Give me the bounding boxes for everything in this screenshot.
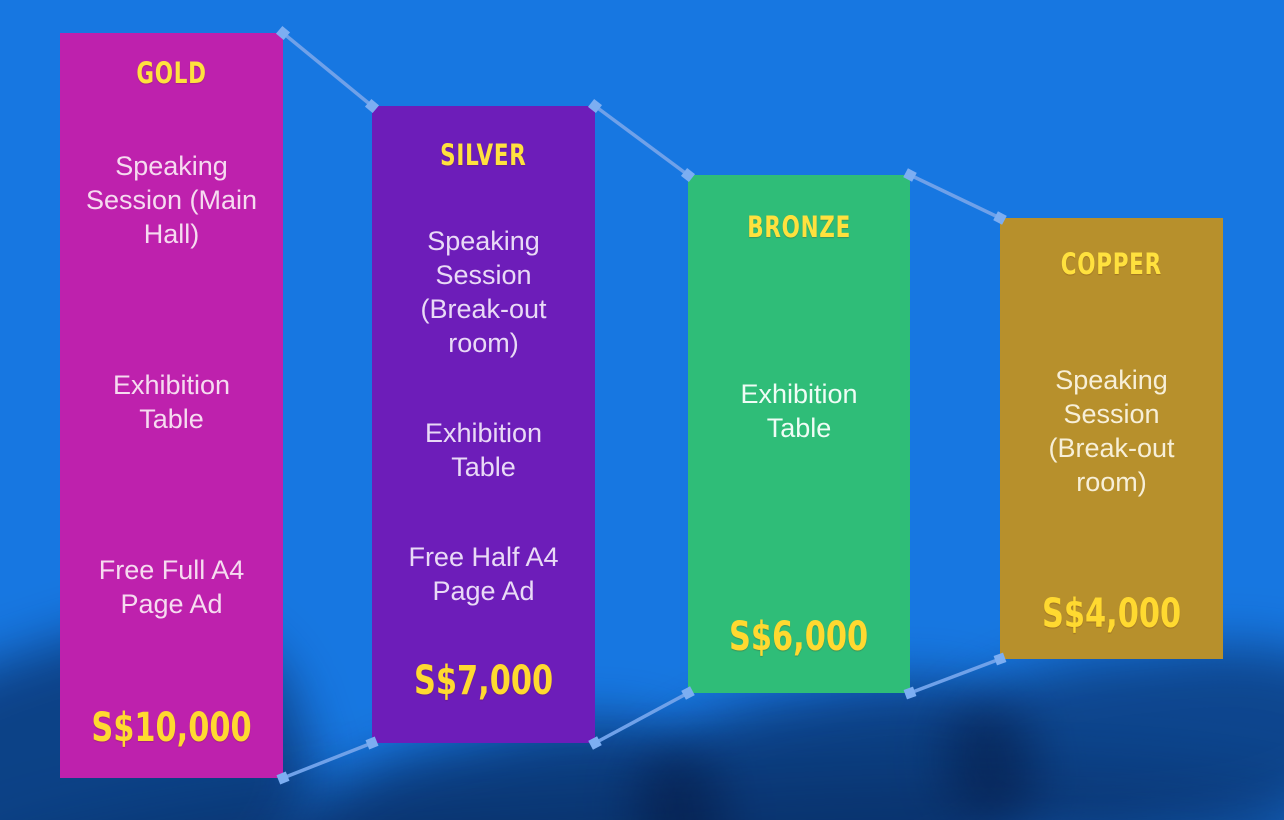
tier-column-silver: SILVER Speaking Session (Break-out room)… [372,106,595,743]
tier-column-copper: COPPER Speaking Session (Break-out room)… [1000,218,1223,659]
connector-segment [909,173,1001,220]
tier-title-text: COPPER [1060,247,1163,281]
tier-price: S$4,000 [1000,591,1223,637]
tier-title-text: GOLD [136,56,207,90]
tier-feature: Free Half A4 Page Ad [408,542,559,606]
tier-price: S$6,000 [688,614,910,660]
tier-title-text: SILVER [440,138,527,172]
tier-title: SILVER [372,138,595,172]
tier-column-gold: GOLD Speaking Session (Main Hall) Exhibi… [60,33,283,778]
tier-feature: Speaking Session (Break-out room) [420,226,547,358]
tier-feature: Exhibition Table [112,370,231,434]
tier-price-text: S$7,000 [413,658,554,704]
connector-segment [593,104,690,177]
tier-feature: Speaking Session (Main Hall) [85,151,258,249]
tier-title-text: BRONZE [747,210,851,244]
tier-title: GOLD [60,56,283,90]
tier-title: COPPER [1000,247,1223,281]
tier-feature: Exhibition Table [424,418,543,482]
tier-price-text: S$6,000 [729,614,869,660]
tier-title: BRONZE [688,210,910,244]
tier-price: S$10,000 [60,705,283,751]
tier-column-bronze: BRONZE Exhibition Table S$6,000 [688,175,910,693]
tier-price: S$7,000 [372,658,595,704]
connector-segment [281,31,374,108]
tier-price-text: S$4,000 [1041,591,1182,637]
tier-feature: Speaking Session (Break-out room) [1048,365,1175,497]
tier-price-text: S$10,000 [91,705,252,751]
tier-feature: Free Full A4 Page Ad [98,555,245,619]
tier-feature: Exhibition Table [740,379,858,443]
